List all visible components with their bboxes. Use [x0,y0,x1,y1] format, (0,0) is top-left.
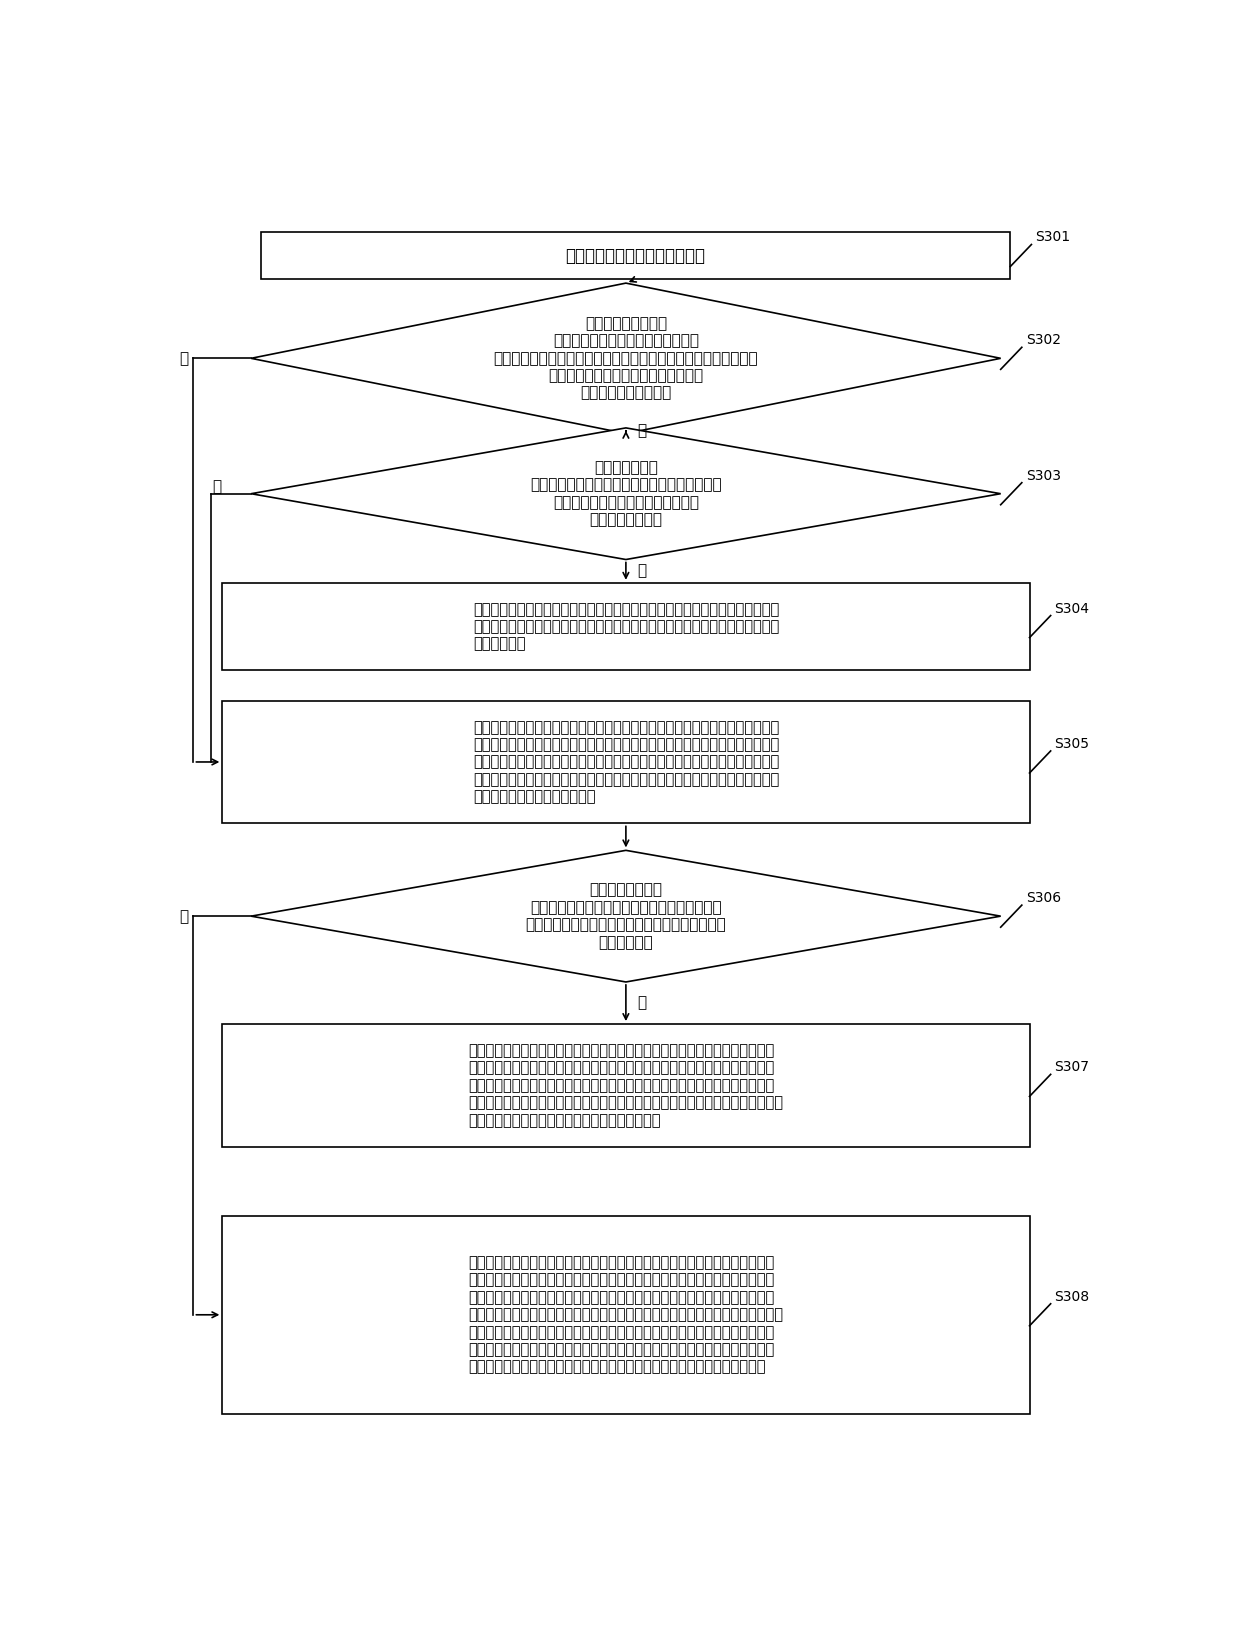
Text: S304: S304 [1054,602,1090,615]
Text: 确定除当前指针
指示的硬盘单元外，剩余待接收数据的硬盘单元
中剩余页的空间是否大于第二待写入
数据预占用的空间: 确定除当前指针 指示的硬盘单元外，剩余待接收数据的硬盘单元 中剩余页的空间是否大… [529,461,722,527]
Text: 将第一待写入数据以页为单位写入当前指针所指向的硬盘单元中，若当前指针所
指向的硬盘单元被写满，从当前指针所指向的硬盘单元所属固态硬盘的空闲硬盘
单元队列中重新分: 将第一待写入数据以页为单位写入当前指针所指向的硬盘单元中，若当前指针所 指向的硬… [469,1255,784,1374]
Text: 确定除当前指针指
向的硬盘单元外，当前时刻下一个待接收数据的
硬盘单元中剩余页的空间是否大于第二待写入数据
预占用的空间: 确定除当前指针指 向的硬盘单元外，当前时刻下一个待接收数据的 硬盘单元中剩余页的… [526,882,727,949]
Text: 将第一待写入数据以页为单位写入当前指针所指向的硬盘单元中，将第二待写入
数据以页为单位写入除当前指针所指向的硬盘单元外当前时刻下一个待接收数据
的硬盘单元中，当: 将第一待写入数据以页为单位写入当前指针所指向的硬盘单元中，将第二待写入 数据以页… [472,720,779,804]
Text: 若待写入数据预占用
空间超过分条深度，将待写入数据划
分为第一待写入数据和第二待写入数据，且确定当前指针所指示的
硬盘单元中剩余的空间是否大于第一待
写入数据预: 若待写入数据预占用 空间超过分条深度，将待写入数据划 分为第一待写入数据和第二待… [494,316,758,400]
Bar [222,700,1029,824]
Text: S301: S301 [1035,231,1070,244]
Bar [222,1024,1029,1146]
Bar [260,231,1011,280]
Text: S307: S307 [1054,1060,1090,1074]
Polygon shape [250,428,1001,560]
Polygon shape [250,850,1001,982]
Text: S306: S306 [1025,891,1060,905]
Text: 否: 否 [180,908,188,923]
Bar [222,1216,1029,1413]
Text: 获取当前指针所指向的硬盘单元: 获取当前指针所指向的硬盘单元 [565,246,706,264]
Text: 将第一待写入数据以页为单位写入当前指针所指向的硬盘单元中，将第二待写入
数据以页为单位写入除当前指针所指向的硬盘单元外当前时刻下一个待接收数据
的硬盘单元中: 将第一待写入数据以页为单位写入当前指针所指向的硬盘单元中，将第二待写入 数据以页… [472,602,779,651]
Text: 是: 是 [637,995,646,1011]
Bar [222,583,1029,671]
Text: S302: S302 [1025,334,1060,347]
Text: 否: 否 [213,479,222,493]
Polygon shape [250,283,1001,433]
Text: S303: S303 [1025,469,1060,482]
Text: 否: 否 [180,350,188,366]
Text: 是: 是 [637,423,646,438]
Text: S305: S305 [1054,737,1090,751]
Text: 是: 是 [637,563,646,578]
Text: S308: S308 [1054,1289,1090,1304]
Text: 将第一待写入数据以页为单位写入当前指针所指向的硬盘单元中，若当前指针所
指向的硬盘单元被写满时，从当前指针指向的硬盘单元所属固态硬盘的空闲硬盘
单元队列中重新分: 将第一待写入数据以页为单位写入当前指针所指向的硬盘单元中，若当前指针所 指向的硬… [469,1044,784,1128]
